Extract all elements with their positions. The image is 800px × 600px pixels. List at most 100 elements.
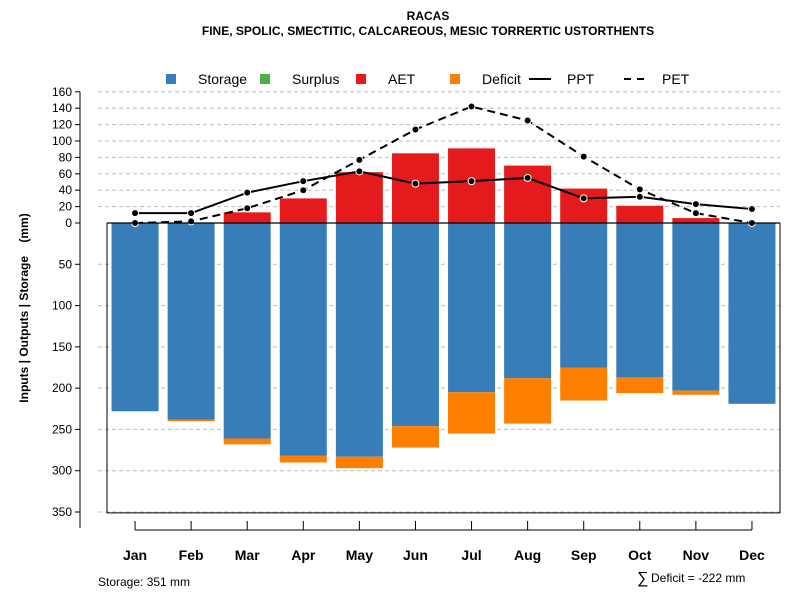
legend-label: PPT bbox=[567, 71, 595, 87]
pet-point bbox=[579, 152, 588, 161]
deficit-bar bbox=[560, 367, 608, 401]
y-tick-label: 80 bbox=[59, 150, 73, 164]
deficit-bar bbox=[167, 419, 215, 422]
y-tick-label: 200 bbox=[52, 381, 72, 395]
pet-point bbox=[691, 209, 700, 218]
x-tick-label: Nov bbox=[683, 547, 710, 563]
y-tick-label: 40 bbox=[59, 183, 73, 197]
ppt-point bbox=[355, 167, 364, 176]
chart-title: RACAS bbox=[407, 9, 450, 23]
x-tick-label: Aug bbox=[514, 547, 541, 563]
deficit-bar bbox=[279, 455, 327, 463]
y-tick-label: 20 bbox=[59, 200, 73, 214]
deficit-bar bbox=[391, 426, 439, 448]
pet-point bbox=[187, 217, 196, 226]
storage-bar bbox=[616, 223, 664, 378]
storage-bar bbox=[504, 223, 552, 379]
legend-label: PET bbox=[662, 71, 690, 87]
y-tick-label: 100 bbox=[52, 299, 72, 313]
pet-point bbox=[635, 185, 644, 194]
legend-swatch-aet bbox=[356, 74, 366, 84]
deficit-bar bbox=[223, 438, 271, 445]
pet-point bbox=[467, 102, 476, 111]
y-axis-label: Inputs | Outputs | Storage (mm) bbox=[17, 213, 31, 402]
legend-swatch-deficit bbox=[450, 74, 460, 84]
x-tick-label: Jul bbox=[461, 547, 481, 563]
storage-footer: Storage: 351 mm bbox=[98, 575, 190, 589]
storage-bar bbox=[167, 223, 215, 420]
ppt-point bbox=[467, 177, 476, 186]
ppt-point bbox=[187, 209, 196, 218]
deficit-bar bbox=[448, 392, 496, 434]
legend-swatch-surplus bbox=[260, 74, 270, 84]
y-tick-label: 0 bbox=[65, 216, 72, 230]
pet-point bbox=[523, 116, 532, 125]
x-tick-label: Jun bbox=[403, 547, 428, 563]
legend-label: Surplus bbox=[292, 71, 339, 87]
ppt-line bbox=[135, 170, 753, 215]
storage-bar bbox=[279, 223, 327, 456]
ppt-point bbox=[523, 173, 532, 182]
y-tick-label: 300 bbox=[52, 464, 72, 478]
axes: 1601401201008060402005010015020025030035… bbox=[52, 85, 781, 563]
ppt-point bbox=[411, 179, 420, 188]
legend-label: Storage bbox=[198, 71, 247, 87]
aet-bar bbox=[223, 212, 271, 223]
pet-point bbox=[411, 125, 420, 134]
x-tick-label: Feb bbox=[179, 547, 204, 563]
aet-bar bbox=[560, 188, 608, 223]
pet-point bbox=[243, 204, 252, 213]
aet-bar bbox=[335, 172, 383, 223]
storage-bar bbox=[672, 223, 720, 391]
ppt-point bbox=[299, 177, 308, 186]
aet-bar bbox=[279, 198, 327, 223]
y-tick-label: 140 bbox=[52, 101, 72, 115]
x-tick-label: Sep bbox=[571, 547, 597, 563]
ppt-point bbox=[243, 188, 252, 197]
ppt-point bbox=[131, 209, 140, 218]
deficit-sum-icon: ∑ bbox=[637, 570, 648, 587]
aet-bar bbox=[616, 205, 664, 223]
legend-label: Deficit bbox=[482, 71, 521, 87]
y-tick-label: 60 bbox=[59, 167, 73, 181]
x-tick-label: May bbox=[346, 547, 373, 563]
ppt-point bbox=[579, 194, 588, 203]
storage-bar bbox=[111, 223, 159, 412]
ppt-point bbox=[747, 205, 756, 214]
x-tick-label: Apr bbox=[291, 547, 316, 563]
y-tick-label: 250 bbox=[52, 422, 72, 436]
x-tick-label: Oct bbox=[628, 547, 652, 563]
storage-bar bbox=[728, 223, 776, 404]
storage-bar bbox=[391, 223, 439, 427]
aet-bar bbox=[391, 153, 439, 223]
legend: Storage Surplus AET Deficit PPT PET bbox=[166, 71, 690, 87]
x-tick-label: Mar bbox=[235, 547, 260, 563]
deficit-bar bbox=[616, 377, 664, 394]
x-tick-label: Jan bbox=[123, 547, 147, 563]
aet-bar bbox=[672, 218, 720, 223]
legend-label: AET bbox=[388, 71, 416, 87]
deficit-footer: Deficit = -222 mm bbox=[651, 571, 745, 585]
y-tick-label: 50 bbox=[59, 257, 73, 271]
y-tick-label: 120 bbox=[52, 118, 72, 132]
y-tick-label: 350 bbox=[52, 505, 72, 519]
storage-bar bbox=[448, 223, 496, 393]
ppt-point bbox=[691, 200, 700, 209]
storage-bar bbox=[560, 223, 608, 368]
storage-capacity-box bbox=[106, 223, 781, 514]
y-tick-label: 160 bbox=[52, 85, 72, 99]
bars bbox=[111, 148, 776, 469]
x-tick-label: Dec bbox=[739, 547, 765, 563]
pet-point bbox=[355, 155, 364, 164]
deficit-bar bbox=[672, 390, 720, 395]
chart-subtitle: FINE, SPOLIC, SMECTITIC, CALCAREOUS, MES… bbox=[202, 24, 654, 38]
y-tick-label: 150 bbox=[52, 340, 72, 354]
deficit-bar bbox=[504, 378, 552, 424]
pet-line bbox=[135, 105, 753, 224]
y-tick-label: 100 bbox=[52, 134, 72, 148]
storage-bar bbox=[335, 223, 383, 457]
legend-swatch-storage bbox=[166, 74, 176, 84]
storage-bar bbox=[223, 223, 271, 439]
aet-bar bbox=[448, 148, 496, 223]
